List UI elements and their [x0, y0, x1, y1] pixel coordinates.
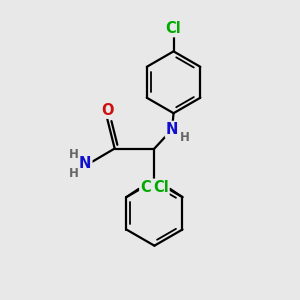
Text: N: N	[79, 156, 92, 171]
Text: H: H	[68, 167, 78, 180]
Text: N: N	[166, 122, 178, 137]
Text: O: O	[101, 103, 114, 118]
Text: Cl: Cl	[140, 180, 156, 195]
Text: Cl: Cl	[166, 21, 182, 36]
Text: H: H	[179, 131, 189, 144]
Text: H: H	[68, 148, 78, 161]
Text: Cl: Cl	[153, 180, 169, 195]
